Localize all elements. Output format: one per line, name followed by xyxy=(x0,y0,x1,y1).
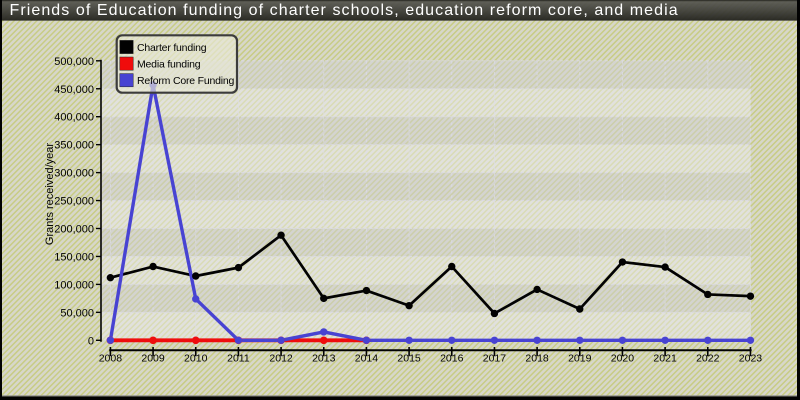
svg-text:0: 0 xyxy=(88,335,94,347)
svg-text:2014: 2014 xyxy=(355,353,379,365)
svg-text:2010: 2010 xyxy=(184,353,208,365)
svg-text:2017: 2017 xyxy=(483,353,507,365)
svg-text:2019: 2019 xyxy=(568,353,592,365)
svg-text:500,000: 500,000 xyxy=(54,56,94,68)
svg-text:2008: 2008 xyxy=(99,353,123,365)
svg-text:450,000: 450,000 xyxy=(54,84,94,96)
svg-text:2016: 2016 xyxy=(440,353,464,365)
svg-text:300,000: 300,000 xyxy=(54,168,94,180)
svg-text:Reform Core Funding: Reform Core Funding xyxy=(137,75,235,87)
svg-text:100,000: 100,000 xyxy=(54,279,94,291)
svg-text:200,000: 200,000 xyxy=(54,224,94,236)
svg-text:350,000: 350,000 xyxy=(54,140,94,152)
svg-text:50,000: 50,000 xyxy=(60,307,94,319)
svg-text:2009: 2009 xyxy=(141,353,165,365)
svg-text:2020: 2020 xyxy=(611,353,635,365)
svg-text:250,000: 250,000 xyxy=(54,196,94,208)
svg-text:2012: 2012 xyxy=(269,353,293,365)
svg-text:2013: 2013 xyxy=(312,353,336,365)
svg-text:2011: 2011 xyxy=(227,353,250,365)
svg-text:2021: 2021 xyxy=(653,353,677,365)
svg-text:Charter funding: Charter funding xyxy=(137,42,207,54)
svg-text:150,000: 150,000 xyxy=(54,251,94,263)
svg-text:2015: 2015 xyxy=(397,353,421,365)
svg-text:Friends of Education funding o: Friends of Education funding of charter … xyxy=(10,2,679,19)
svg-text:2023: 2023 xyxy=(739,353,763,365)
svg-text:2022: 2022 xyxy=(696,353,720,365)
svg-text:Media funding: Media funding xyxy=(137,59,201,71)
svg-text:400,000: 400,000 xyxy=(54,112,94,124)
svg-text:Grants received/year: Grants received/year xyxy=(44,143,56,245)
svg-text:2018: 2018 xyxy=(525,353,549,365)
